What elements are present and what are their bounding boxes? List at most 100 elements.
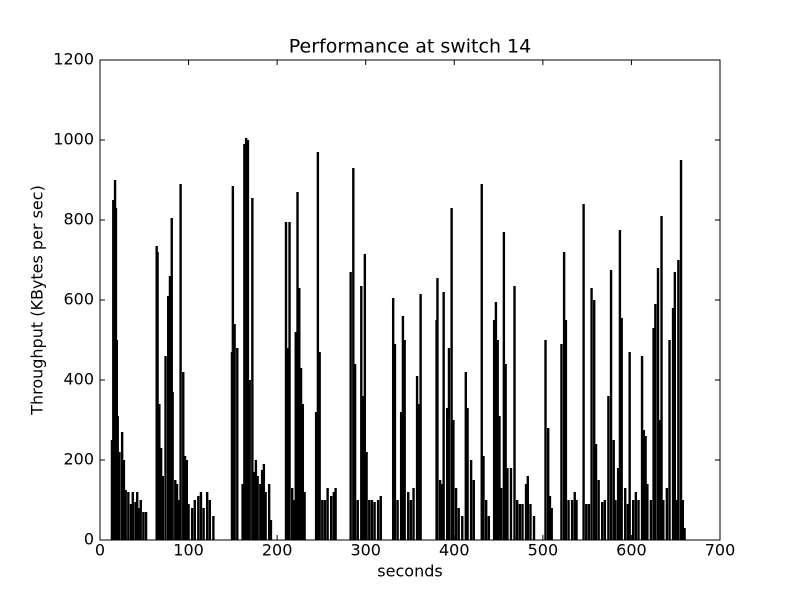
bar: [640, 356, 644, 540]
bar: [334, 488, 337, 540]
bar: [256, 476, 259, 540]
bar: [179, 184, 182, 540]
bar: [457, 508, 460, 540]
y-tick-label: 400: [63, 370, 94, 389]
chart-title: Performance at switch 14: [289, 36, 531, 58]
bar: [396, 500, 399, 540]
bar: [329, 496, 333, 540]
bar: [603, 500, 607, 540]
bar: [259, 484, 262, 540]
bar: [415, 376, 419, 540]
bar: [197, 496, 200, 540]
bar: [376, 500, 380, 540]
bar: [401, 316, 405, 540]
bar: [291, 488, 294, 540]
bar: [269, 520, 273, 540]
bar: [601, 502, 604, 540]
bar: [120, 432, 124, 540]
bar: [199, 492, 203, 540]
bar: [646, 484, 649, 540]
x-tick-label: 200: [262, 541, 293, 560]
bar: [299, 368, 303, 540]
bar: [202, 508, 205, 540]
bar: [502, 232, 506, 540]
bar: [614, 500, 617, 540]
bar: [137, 508, 141, 540]
bar: [466, 408, 469, 540]
y-tick-label: 200: [63, 450, 94, 469]
bar: [231, 186, 235, 540]
bar: [131, 492, 134, 540]
bar: [656, 268, 660, 540]
bar: [494, 302, 498, 540]
bar: [321, 500, 324, 540]
bar: [660, 216, 663, 540]
bar: [526, 476, 529, 540]
bar: [665, 488, 669, 540]
bar: [562, 252, 566, 540]
bar: [233, 324, 236, 540]
bar: [419, 294, 422, 540]
bar: [193, 500, 196, 540]
bar: [262, 464, 266, 540]
bar: [492, 320, 496, 540]
bar: [500, 488, 503, 540]
bar: [170, 218, 173, 540]
bar: [134, 502, 137, 540]
bar: [298, 288, 301, 540]
bar: [480, 184, 483, 540]
bar: [518, 504, 522, 540]
bar: [368, 500, 371, 540]
bar: [624, 488, 627, 540]
bar: [496, 340, 499, 540]
bar: [668, 340, 671, 540]
bar: [171, 392, 174, 540]
bar: [472, 480, 475, 540]
bar: [236, 348, 239, 540]
bar: [323, 500, 327, 540]
bar: [436, 278, 439, 540]
bar: [671, 308, 675, 540]
bar: [164, 356, 167, 540]
bar: [301, 404, 305, 540]
bar: [241, 484, 244, 540]
bar: [260, 470, 264, 540]
bar: [332, 492, 336, 540]
bar: [626, 504, 630, 540]
bar: [142, 512, 145, 540]
bar: [634, 492, 638, 540]
bar: [681, 500, 684, 540]
x-tick-label: 0: [95, 541, 105, 560]
bar: [612, 440, 615, 540]
bar: [284, 222, 288, 540]
bar: [296, 192, 299, 540]
bar: [393, 344, 397, 540]
bar: [361, 396, 365, 540]
bar: [349, 272, 352, 540]
bar: [251, 198, 254, 540]
bar: [122, 460, 126, 540]
y-axis-label: Throughput (KBytes per sec): [28, 185, 47, 416]
bar: [182, 372, 185, 540]
bar: [683, 528, 686, 540]
bar: [442, 292, 445, 540]
bar: [158, 404, 161, 540]
bar: [652, 328, 655, 540]
bar: [524, 484, 528, 540]
bar: [590, 288, 593, 540]
bar: [356, 500, 359, 540]
bar: [159, 448, 163, 540]
bar: [544, 340, 547, 540]
bar: [620, 318, 623, 540]
bar: [175, 484, 179, 540]
bar: [585, 504, 588, 540]
bar: [548, 496, 552, 540]
y-tick-label: 600: [63, 290, 94, 309]
bar: [461, 516, 464, 540]
bar: [161, 476, 165, 540]
y-tick-label: 1000: [53, 130, 94, 149]
bar: [440, 484, 444, 540]
bar: [314, 412, 318, 540]
bar: [487, 516, 491, 540]
bar: [673, 272, 677, 540]
